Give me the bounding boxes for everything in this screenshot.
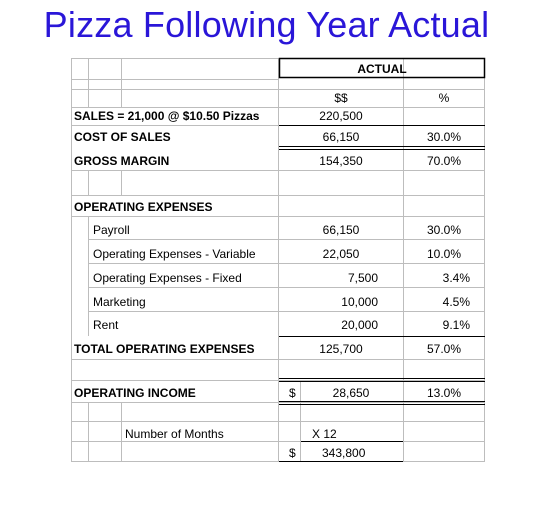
- opex-variable-amount: 22,050: [322, 247, 360, 261]
- dollars-header: $$: [334, 91, 348, 105]
- total-opex-pct: 57.0%: [426, 342, 462, 356]
- cost-of-sales-pct: 30.0%: [426, 130, 462, 144]
- operating-income-pct: 13.0%: [426, 386, 462, 400]
- marketing-amount: 10,000: [341, 295, 378, 309]
- gross-margin-label: GROSS MARGIN: [74, 154, 170, 168]
- payroll-label: Payroll: [93, 223, 130, 237]
- operating-income-currency: $: [289, 386, 296, 400]
- gross-margin-pct: 70.0%: [426, 154, 462, 168]
- page-title: Pizza Following Year Actual: [43, 4, 490, 45]
- actual-header: ACTUAL: [357, 62, 407, 76]
- rent-amount: 20,000: [341, 318, 378, 332]
- months-multiplier: X 12: [312, 427, 337, 441]
- rent-label: Rent: [93, 318, 119, 332]
- rent-pct: 9.1%: [442, 318, 470, 332]
- payroll-pct: 30.0%: [426, 223, 462, 237]
- opex-header-label: OPERATING EXPENSES: [74, 200, 213, 214]
- opex-fixed-amount: 7,500: [347, 271, 378, 285]
- opex-fixed-pct: 3.4%: [442, 271, 470, 285]
- gross-margin-amount: 154,350: [319, 154, 363, 168]
- annual-currency: $: [289, 446, 296, 460]
- opex-variable-pct: 10.0%: [426, 247, 462, 261]
- marketing-pct: 4.5%: [442, 295, 470, 309]
- payroll-amount: 66,150: [322, 223, 360, 237]
- cost-of-sales-amount: 66,150: [322, 130, 360, 144]
- sales-label: SALES = 21,000 @ $10.50 Pizzas: [74, 109, 260, 123]
- operating-income-amount: 28,650: [332, 386, 370, 400]
- sales-amount: 220,500: [319, 109, 363, 123]
- operating-income-label: OPERATING INCOME: [74, 386, 196, 400]
- annual-amount: 343,800: [322, 446, 366, 460]
- percent-header: %: [438, 91, 450, 105]
- opex-variable-label: Operating Expenses - Variable: [93, 247, 256, 261]
- opex-fixed-label: Operating Expenses - Fixed: [93, 271, 242, 285]
- cost-of-sales-label: COST OF SALES: [74, 130, 171, 144]
- total-opex-label: TOTAL OPERATING EXPENSES: [74, 342, 255, 356]
- marketing-label: Marketing: [93, 295, 146, 309]
- total-opex-amount: 125,700: [319, 342, 363, 356]
- months-label: Number of Months: [125, 427, 224, 441]
